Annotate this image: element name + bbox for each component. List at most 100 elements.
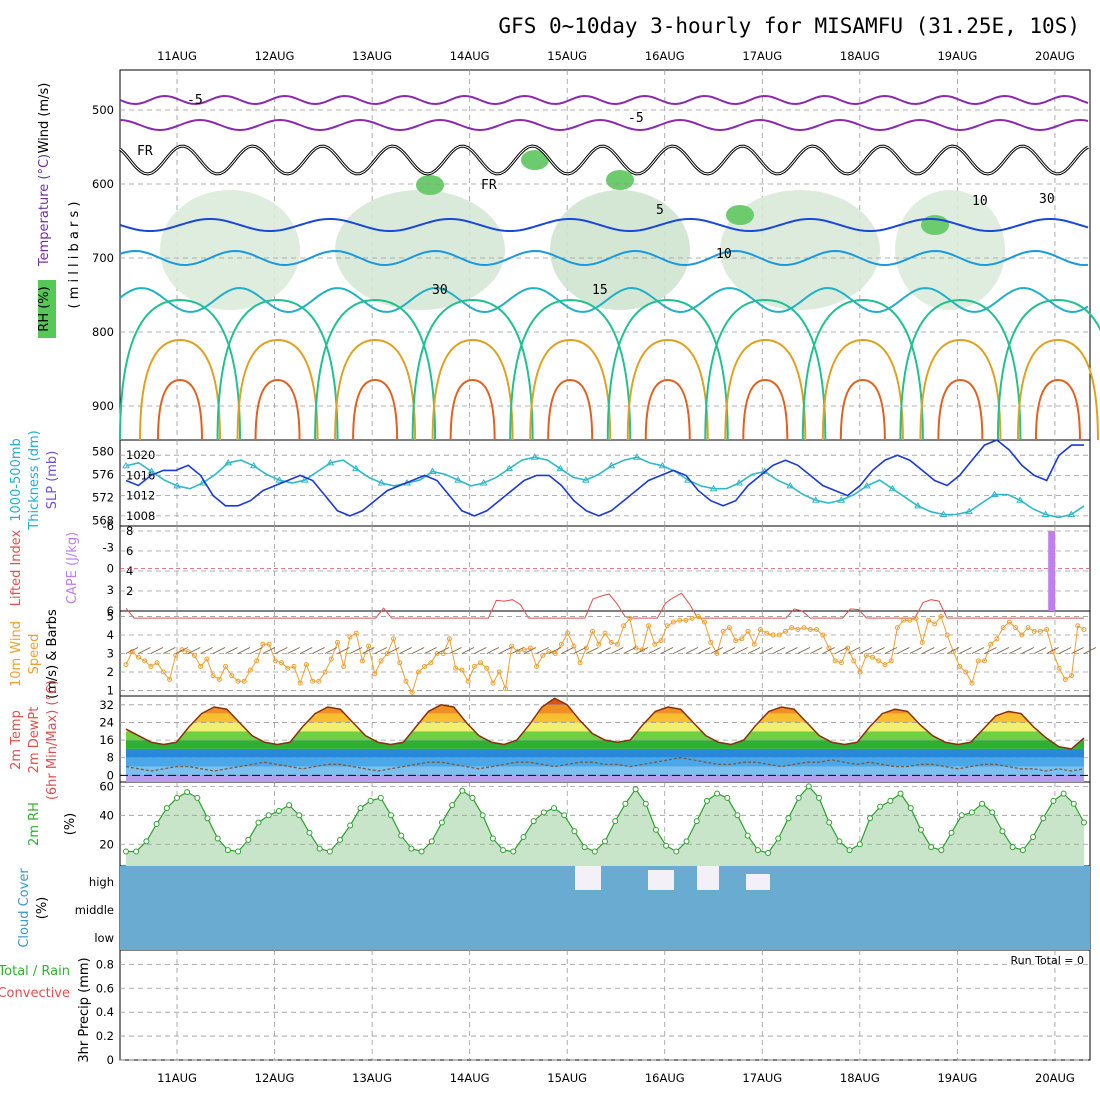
ylabel-thickness-1: 1000-500mb [9, 438, 24, 522]
wind-speed-marker [683, 617, 689, 623]
wind-barb [635, 647, 649, 654]
rh-marker [785, 815, 792, 822]
wind-speed-marker [1031, 628, 1037, 634]
wind-speed-marker [1013, 625, 1019, 631]
wind-speed-marker [142, 658, 148, 664]
date-label-bottom: 12AUG [255, 1071, 295, 1085]
wind-speed-marker [751, 641, 757, 647]
wind-barb [312, 647, 325, 654]
wind-barb [262, 647, 276, 654]
main-plot-area: 11AUG 11AUG 12AUG 12AUG 13AUG 13AUG 14AUG 14AUG… [0, 49, 1100, 1085]
isotherm-15 [119, 286, 1089, 314]
rh-marker [1050, 797, 1057, 804]
rh-marker [153, 821, 160, 827]
thickness-marker [224, 458, 233, 466]
temperature-band [126, 704, 1084, 714]
chart-title: GFS 0~10day 3-hourly for MISAMFU (31.25E… [498, 14, 1080, 38]
wind-barb [760, 647, 773, 654]
wind-barb [971, 647, 985, 654]
thickness-marker [990, 490, 999, 497]
wind-speed-marker [204, 656, 210, 662]
rh-marker [551, 805, 558, 812]
rh-marker [245, 836, 252, 843]
wind-speed-marker [851, 658, 857, 664]
wind-speed-marker [335, 639, 341, 645]
wind-speed-marker [1000, 625, 1006, 631]
temperature-tick-label: 24 [99, 715, 114, 729]
series-line-temperature [125, 697, 1085, 750]
rh-marker [530, 818, 537, 825]
rh-marker [438, 819, 445, 826]
wind-barb [909, 647, 922, 654]
thickness-marker [658, 461, 667, 469]
wind-speed-marker [988, 641, 994, 647]
contour-label: FR [137, 144, 153, 159]
thickness-marker [454, 476, 462, 483]
thickness-marker [1016, 496, 1025, 503]
wind-barb [598, 647, 611, 654]
wind-barb [461, 647, 475, 654]
wind-speed-marker [403, 678, 409, 684]
wind-barb [586, 647, 599, 654]
temperature-band [126, 748, 1084, 758]
slp-tick-label: 1008 [126, 509, 155, 523]
thickness-marker [122, 461, 130, 469]
temperature-arch [509, 298, 632, 441]
thickness-marker [556, 464, 565, 472]
wind-speed-marker [347, 634, 353, 640]
wind-speed-marker [359, 658, 365, 664]
rh-marker [979, 800, 986, 807]
wind-speed-marker [552, 651, 558, 656]
rh-tick-label: 40 [99, 808, 114, 822]
wind-speed-marker [857, 669, 863, 675]
temperature-arch [236, 338, 319, 441]
rh-marker [489, 835, 496, 842]
temperature-arch [821, 338, 904, 441]
rh-marker [326, 848, 333, 855]
wind-speed-marker [478, 660, 484, 666]
ylabel-temperature: Temperature (°C) [37, 154, 52, 267]
wind-speed-marker [782, 628, 788, 634]
wind-barb [175, 647, 188, 654]
wind-speed-marker [372, 671, 378, 677]
temperature-arch [411, 298, 534, 441]
precip-tick-label: 0.6 [96, 981, 114, 995]
wind-speed-marker [888, 658, 894, 664]
rh-marker [663, 842, 670, 849]
wind-barb [324, 647, 338, 654]
temperature-band [126, 766, 1084, 776]
wind-speed-marker [254, 658, 260, 664]
wind-speed-marker [658, 638, 664, 644]
wind-barb [163, 647, 176, 654]
wind-speed-marker [341, 663, 347, 669]
wind-barb [250, 647, 263, 654]
wind-speed-marker [565, 630, 571, 636]
wind-speed-marker [689, 615, 695, 621]
thickness-marker [1067, 510, 1076, 518]
rh-marker [510, 848, 517, 855]
rh-marker [163, 805, 170, 812]
wind-barb [337, 647, 350, 654]
rh-marker [1040, 815, 1047, 822]
wind-speed-marker [123, 662, 129, 668]
wind-barb [486, 647, 499, 654]
thickness-marker [786, 481, 795, 489]
rh-marker [561, 812, 568, 819]
pressure-tick-label: 500 [92, 103, 114, 117]
wind-speed-marker [1062, 676, 1068, 682]
rh-high-shade [726, 205, 754, 225]
wind-speed-marker [198, 663, 204, 669]
wind-speed-marker [677, 617, 683, 623]
rh-marker [642, 800, 649, 807]
temperature-arch [919, 338, 1002, 441]
contour-label: 30 [432, 283, 448, 298]
precip-tick-label: 0.2 [96, 1029, 114, 1043]
wind-speed-marker [378, 658, 384, 664]
wind-speed-marker [726, 625, 732, 631]
wind-barb [1046, 647, 1059, 654]
rh-marker [143, 838, 150, 845]
wind-speed-marker [397, 660, 403, 666]
thickness-tick-label: 568 [92, 513, 114, 527]
date-label-top: 18AUG [840, 49, 880, 63]
rh-marker [622, 800, 629, 807]
